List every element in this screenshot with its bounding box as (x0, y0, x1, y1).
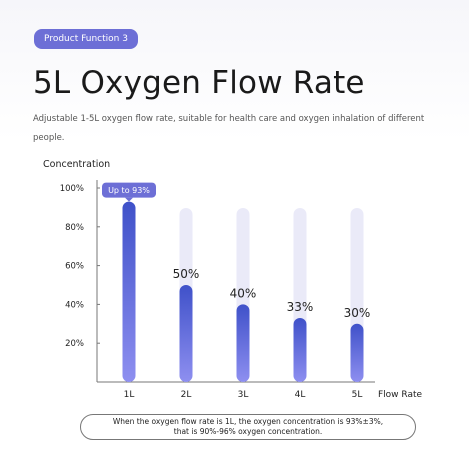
x-tick-label: 1L (124, 390, 135, 400)
y-tick-label: 100% (60, 184, 84, 194)
page-title: 5L Oxygen Flow Rate (33, 65, 365, 101)
x-tick-label: 5L (352, 390, 363, 400)
note-line-1: When the oxygen flow rate is 1L, the oxy… (112, 417, 384, 426)
bar-value-label: 50% (173, 267, 200, 281)
bar (350, 323, 364, 382)
y-tick-label: 40% (65, 300, 84, 310)
bar-value-label: 33% (287, 300, 314, 314)
peak-callout-pointer (125, 197, 133, 202)
concentration-note: When the oxygen flow rate is 1L, the oxy… (80, 414, 416, 440)
bar-value-label: Up to 93% (108, 186, 150, 195)
x-axis-label: Flow Rate (378, 390, 423, 400)
y-tick-label: 60% (65, 262, 84, 272)
peak-callout-box (102, 182, 156, 198)
bar (236, 304, 250, 382)
x-tick-label: 3L (238, 390, 249, 400)
description-text: Adjustable 1-5L oxygen flow rate, suitab… (33, 114, 425, 143)
product-function-badge: Product Function 3 (34, 29, 138, 49)
bar (179, 285, 193, 382)
bar-value-label: 30% (344, 306, 371, 320)
bar-value-label: 40% (230, 286, 257, 300)
bar (293, 317, 307, 382)
y-tick-label: 20% (65, 339, 84, 349)
note-line-2: that is 90%-96% oxygen concentration. (173, 427, 323, 436)
bar (122, 201, 136, 382)
x-tick-label: 2L (181, 390, 192, 400)
y-axis-label: Concentration (43, 159, 110, 170)
x-tick-label: 4L (295, 390, 306, 400)
y-tick-label: 80% (65, 223, 84, 233)
